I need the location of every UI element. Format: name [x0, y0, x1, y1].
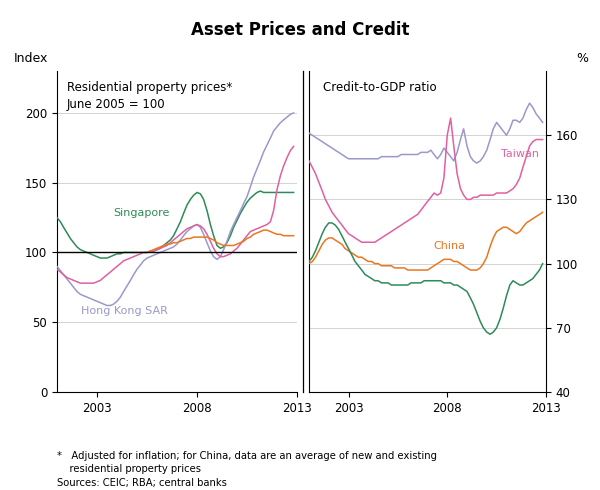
Text: Asset Prices and Credit: Asset Prices and Credit: [191, 21, 409, 39]
Text: Credit-to-GDP ratio: Credit-to-GDP ratio: [323, 81, 437, 94]
Text: Taiwan: Taiwan: [500, 148, 539, 159]
Text: Hong Kong SAR: Hong Kong SAR: [81, 306, 168, 316]
Text: China: China: [433, 241, 466, 251]
Text: Residential property prices*
June 2005 = 100: Residential property prices* June 2005 =…: [67, 81, 232, 111]
Text: %: %: [577, 51, 589, 65]
Text: Index: Index: [14, 51, 48, 65]
Text: *   Adjusted for inflation; for China, data are an average of new and existing
 : * Adjusted for inflation; for China, dat…: [57, 451, 437, 488]
Text: Singapore: Singapore: [113, 208, 169, 218]
